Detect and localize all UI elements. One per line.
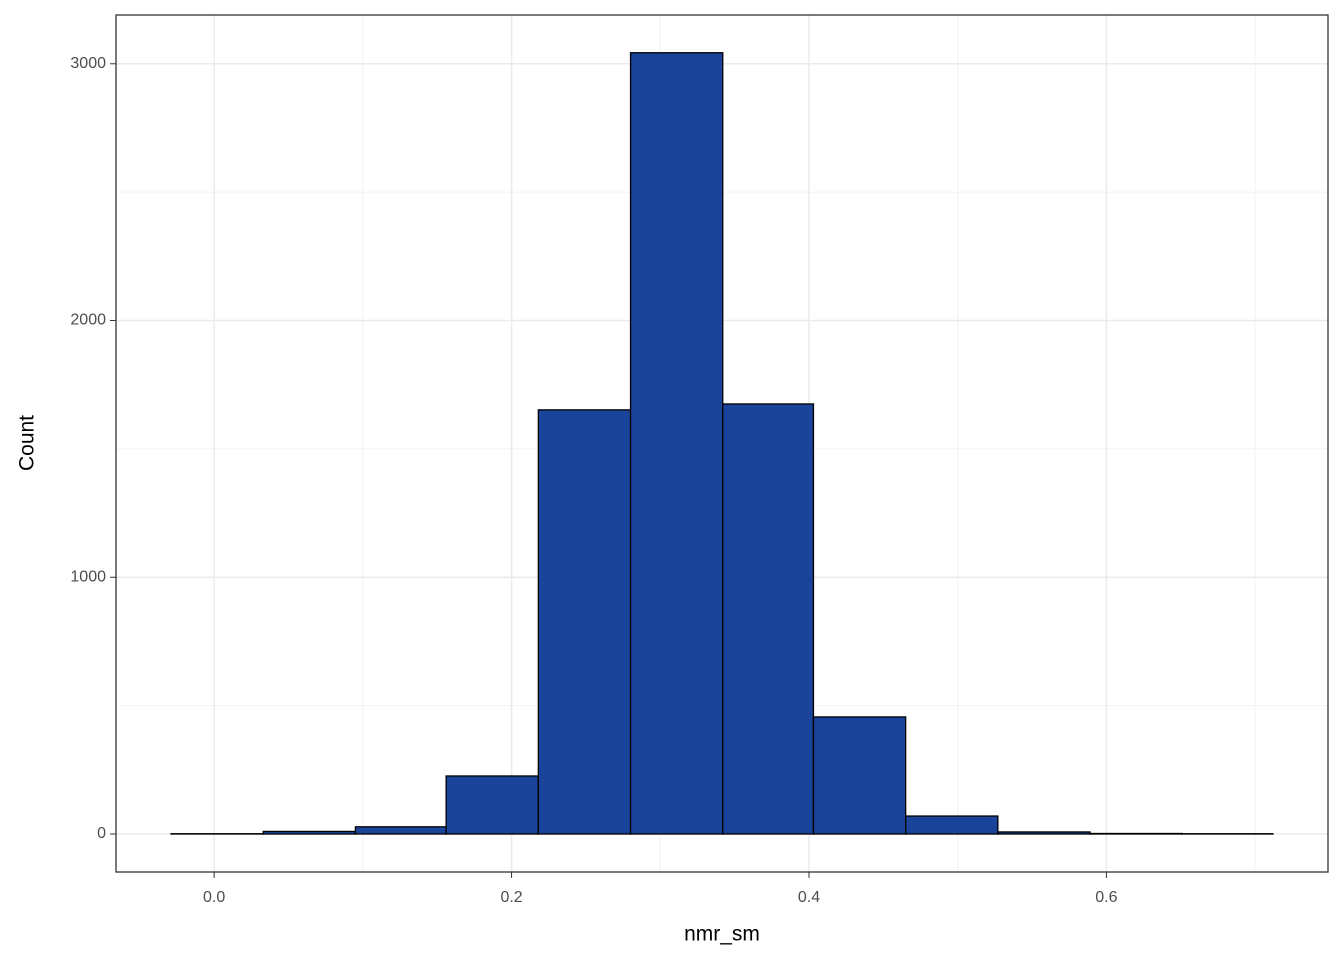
y-tick-label: 2000 (70, 312, 106, 329)
panel-border (115, 14, 1329, 873)
y-axis-title: Count (16, 415, 39, 471)
bar (905, 815, 999, 835)
x-tick-label: 0.0 (203, 889, 225, 906)
x-axis-title: nmr_sm (684, 923, 760, 946)
x-tick-label: 0.4 (798, 889, 820, 906)
bar (997, 831, 1091, 835)
y-tick-label: 1000 (70, 568, 106, 585)
bar (1089, 832, 1183, 835)
bar (445, 775, 539, 835)
bar (812, 716, 907, 835)
bar (354, 826, 447, 835)
x-tick-label: 0.2 (500, 889, 522, 906)
y-tick-label: 0 (97, 825, 106, 842)
y-tick-label: 3000 (70, 55, 106, 72)
x-tick-label: 0.6 (1095, 889, 1117, 906)
bar (537, 409, 632, 835)
bar (262, 830, 357, 835)
bar (629, 52, 724, 835)
bar (722, 403, 815, 835)
